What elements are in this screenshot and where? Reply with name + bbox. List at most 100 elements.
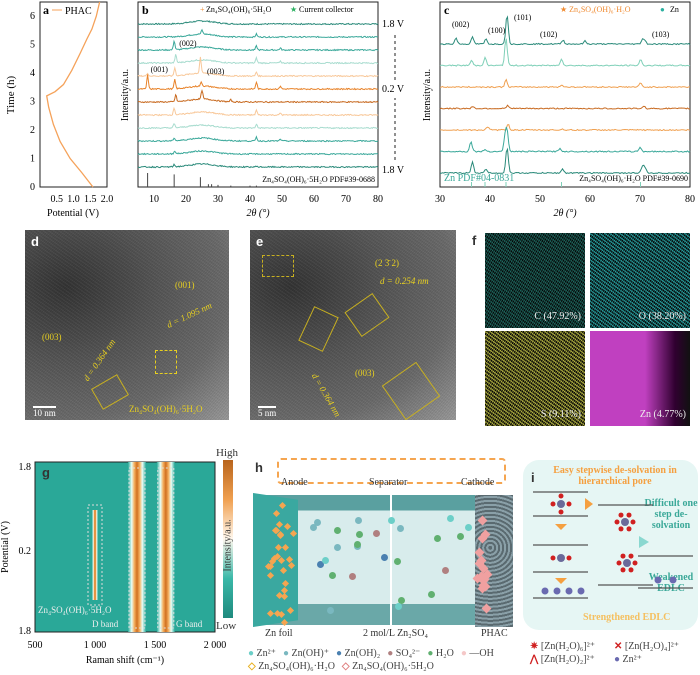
legend-zn4so4-marker: + xyxy=(200,5,205,14)
eds-label: O (38.20%) xyxy=(638,311,686,322)
annotation: (001) xyxy=(175,280,195,290)
legend-current-collector: Current collector xyxy=(299,5,354,14)
d-band xyxy=(128,462,146,632)
y-tick: 4 xyxy=(30,68,35,79)
x-tick: 2.0 xyxy=(101,194,114,205)
legend-i: ✷ [Zn(H₂O)₆]²⁺ ✕ [Zn(H₂O)₄]²⁺ ⋀ [Zn(H₂O)₂]… xyxy=(530,640,700,666)
series-phac xyxy=(45,1,101,188)
x-tick: 60 xyxy=(585,194,595,205)
xrd-trace xyxy=(137,135,379,143)
legend-zn-marker: ● xyxy=(660,5,665,14)
legend-phac: PHAC xyxy=(65,6,92,17)
x-tick: 1 000 xyxy=(84,640,107,651)
y-label: Time (h) xyxy=(5,75,17,114)
y-tick: 1 xyxy=(30,154,35,165)
reference-zn4so4: Zn₄SO₄(OH)₆·H₂O PDF#39-0690 xyxy=(579,174,688,183)
y-tick: 6 xyxy=(30,11,35,22)
x-tick: 40 xyxy=(245,194,255,205)
annotation: d = 1.095 nm xyxy=(165,300,214,330)
y-tick: 3 xyxy=(30,97,35,108)
x-tick: 20 xyxy=(181,194,191,205)
panel-label: c xyxy=(444,3,450,17)
xrd-trace xyxy=(137,106,379,117)
x-label: 2θ (°) xyxy=(246,208,270,219)
annotation: Zn₄SO₄(OH)₆·5H₂O xyxy=(38,605,112,615)
peak-annotation: (100) xyxy=(488,26,506,35)
y-tick: 2 xyxy=(30,125,35,136)
xrd-trace xyxy=(440,124,691,132)
xrd-trace xyxy=(137,54,379,65)
x-label: Raman shift (cm⁻¹) xyxy=(86,655,164,666)
y-tick: 5 xyxy=(30,40,35,51)
xrd-trace xyxy=(137,162,379,169)
legend-item: ◇ Zn₄SO₄(OH)₆·5H₂O xyxy=(341,661,434,672)
legend-item: ⋀ [Zn(H₂O)₂]²⁺ xyxy=(530,654,595,665)
x-tick: 70 xyxy=(635,194,645,205)
plot-frame-a xyxy=(39,1,108,188)
colorbar-high: High xyxy=(216,447,238,459)
xrd-trace xyxy=(137,39,379,52)
xrd-trace xyxy=(439,104,691,110)
x-tick: 0.5 xyxy=(51,194,64,205)
panel-label: b xyxy=(142,3,149,17)
panel-label: a xyxy=(43,3,49,17)
y-label: Intensity/a.u. xyxy=(422,69,433,121)
legend-item: ◇ Zn₄SO₄(OH)₆·H₂O xyxy=(248,661,335,672)
legend-zn: Zn xyxy=(670,5,679,14)
x-tick: 1.5 xyxy=(84,194,97,205)
eds-map: C (47.92%) xyxy=(485,233,585,328)
annotation: D band xyxy=(92,619,119,629)
x-tick: 60 xyxy=(309,194,319,205)
eds-map: Zn (4.77%) xyxy=(590,331,690,426)
x-tick: 2 000 xyxy=(204,640,227,651)
reference-zn: Zn PDF#04-0831 xyxy=(444,173,514,184)
zn4so4-band xyxy=(92,510,98,600)
y-label: Intensity/a.u. xyxy=(120,69,131,121)
legend-zn4so4: Zn₄SO₄(OH)₆·5H₂O xyxy=(206,5,272,14)
xrd-trace xyxy=(439,78,690,89)
plot-frame-c xyxy=(439,1,691,188)
chart-c: 30 40 50 60 70 80 2θ (°) Intensity/a.u. c ★ Zn₄SO… xyxy=(422,1,695,219)
x-tick: 70 xyxy=(341,194,351,205)
legend-h: ● Zn²⁺ ● Zn(OH)⁺ ● Zn(OH)₂ ● SO₄²⁻ ● H₂O ● —O… xyxy=(248,647,520,673)
legend-zn4so4-h2o: ★ Zn₄SO₄(OH)₆·H₂O xyxy=(560,5,631,14)
peak-annotation: (103) xyxy=(652,30,670,39)
annotation: Zn₄SO₄(OH)₆·5H₂O xyxy=(129,404,203,414)
xrd-trace xyxy=(137,28,378,39)
g-band xyxy=(156,462,175,632)
annotation: G band xyxy=(176,619,203,629)
eds-label: Zn (4.77%) xyxy=(639,409,686,420)
tem-image-e: e (2 3̄ 2) d = 0.254 nm (003) d = 0.364 … xyxy=(250,230,456,420)
x-tick: 50 xyxy=(535,194,545,205)
annotation: (003) xyxy=(355,368,375,378)
peak-annotation: (003) xyxy=(207,67,225,76)
annotation: (2 3̄ 2) xyxy=(375,258,399,268)
legend-item: ✷ [Zn(H₂O)₆]²⁺ xyxy=(530,641,596,652)
peak-annotation: (002) xyxy=(452,20,470,29)
x-tick: 500 xyxy=(28,640,43,651)
legend-item: ● Zn(OH)⁺ xyxy=(282,648,329,659)
peak-annotation: (001) xyxy=(151,65,169,74)
mechanism-diagram: h Anode Separator Cathode Zn foil 2 mol/… xyxy=(245,450,520,645)
xrd-trace xyxy=(439,126,691,153)
xrd-trace xyxy=(137,56,379,78)
potential-label: 0.2 V xyxy=(382,84,405,95)
annotation: d = 0.364 nm xyxy=(309,371,343,419)
annotation: d = 0.254 nm xyxy=(380,276,429,286)
xrd-trace xyxy=(137,74,379,91)
potential-label: 1.8 V xyxy=(382,165,405,176)
y-label: Potential (V) xyxy=(0,521,11,573)
peak-annotation: (101) xyxy=(514,13,532,22)
y-tick: 0 xyxy=(30,182,35,193)
xrd-trace xyxy=(137,122,379,130)
scale-bar: 10 nm xyxy=(33,406,56,418)
x-tick: 30 xyxy=(213,194,223,205)
annotation: (003) xyxy=(42,332,62,342)
y-tick: 1.8 xyxy=(19,462,32,473)
xrd-trace xyxy=(137,149,379,156)
x-tick: 80 xyxy=(685,194,695,205)
reference-label: Zn₄SO₄(OH)₆·5H₂O PDF#39-0688 xyxy=(262,175,375,184)
x-tick: 1.0 xyxy=(67,194,80,205)
x-label: Potential (V) xyxy=(47,208,99,219)
